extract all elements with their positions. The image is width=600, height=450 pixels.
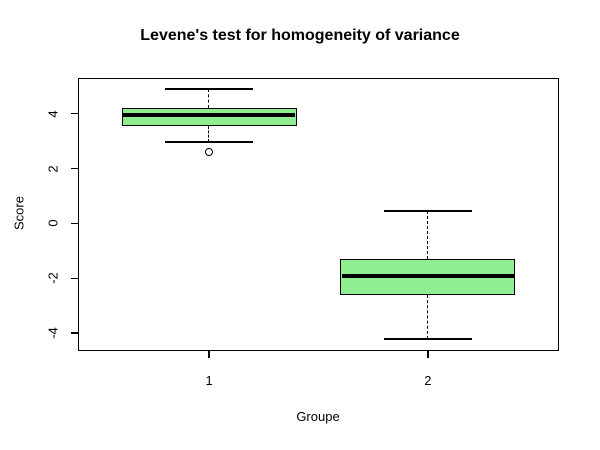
y-axis-tick [71,277,78,280]
y-axis-tick [71,167,78,170]
upper-whisker-line [427,211,429,260]
lower-whisker-line [427,294,429,339]
lower-whisker-line [208,126,210,143]
median-line [123,113,296,118]
lower-whisker-cap [165,141,253,144]
y-axis-tick-label: 2 [45,164,61,173]
y-axis-tick-label: -4 [45,327,61,339]
x-axis-tick [208,351,210,358]
x-axis-tick [427,351,429,358]
x-axis-tick-label: 2 [424,373,432,388]
x-axis-label: Groupe [296,409,340,424]
outlier-point [204,147,213,156]
median-line [341,273,514,278]
x-axis-tick-label: 1 [205,373,213,388]
y-axis-tick-label: 4 [45,110,61,118]
y-axis-tick [71,222,78,225]
y-axis-tick-label: -2 [45,272,61,285]
lower-whisker-cap [384,337,472,340]
upper-whisker-cap [384,210,472,213]
box-iqr [121,108,297,126]
y-axis-tick [71,332,78,334]
y-axis-tick-label: 0 [45,219,61,228]
chart-title: Levene's test for homogeneity of varianc… [140,27,460,44]
upper-whisker-cap [165,87,253,90]
y-axis-tick [71,112,78,115]
upper-whisker-line [208,88,210,109]
y-axis-label: Score [11,196,27,230]
